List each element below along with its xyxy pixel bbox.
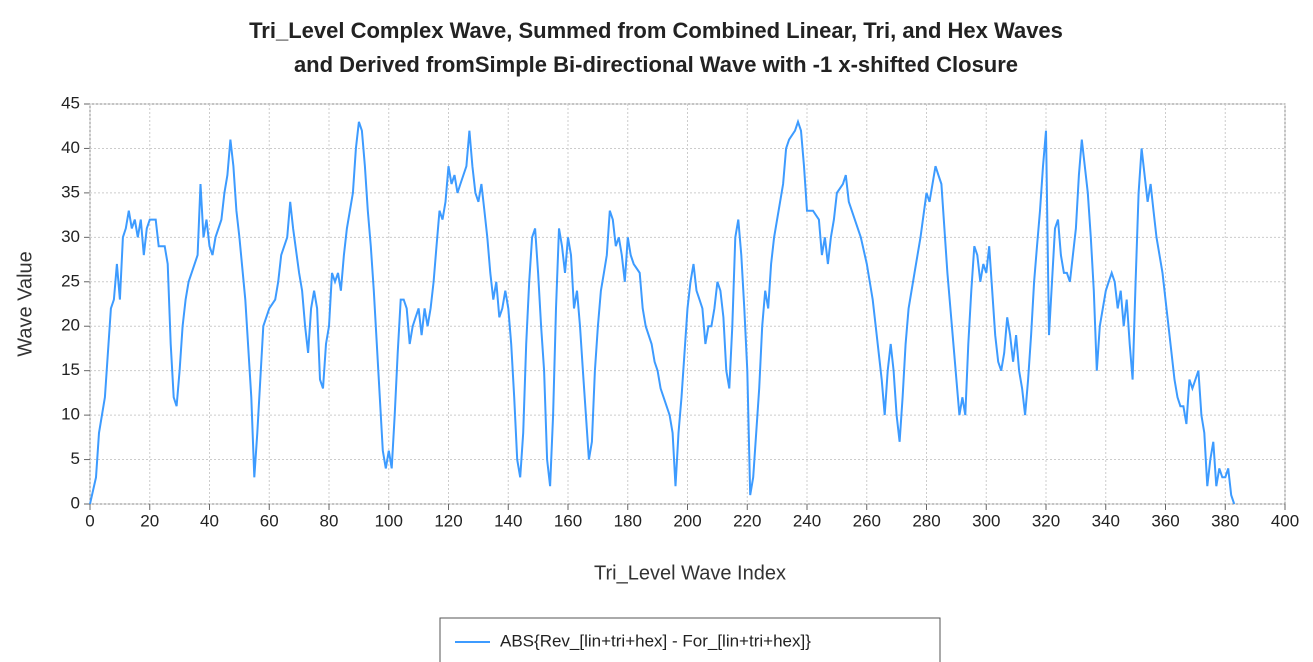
x-axis-label: Tri_Level Wave Index (594, 562, 786, 584)
x-tick-label: 180 (614, 511, 642, 530)
data-line (89, 118, 1236, 505)
x-tick-label: 80 (320, 511, 339, 530)
y-tick-label: 10 (61, 405, 80, 424)
x-tick-label: 200 (673, 511, 701, 530)
y-tick-label: 25 (61, 271, 80, 290)
y-tick-label: 35 (61, 182, 80, 201)
x-tick-label: 380 (1211, 511, 1239, 530)
x-tick-label: 280 (912, 511, 940, 530)
x-tick-label: 240 (793, 511, 821, 530)
y-tick-label: 5 (71, 449, 80, 468)
y-tick-label: 20 (61, 316, 80, 335)
y-tick-label: 30 (61, 227, 80, 246)
x-tick-label: 60 (260, 511, 279, 530)
x-tick-label: 20 (140, 511, 159, 530)
x-tick-label: 340 (1092, 511, 1120, 530)
x-tick-label: 120 (434, 511, 462, 530)
x-tick-label: 160 (554, 511, 582, 530)
y-tick-label: 45 (61, 93, 80, 112)
x-tick-label: 360 (1151, 511, 1179, 530)
x-tick-label: 220 (733, 511, 761, 530)
chart-title: and Derived fromSimple Bi-directional Wa… (294, 52, 1018, 77)
x-tick-label: 40 (200, 511, 219, 530)
x-tick-label: 0 (85, 511, 94, 530)
x-tick-label: 140 (494, 511, 522, 530)
legend-box (439, 617, 941, 662)
x-tick-label: 300 (972, 511, 1000, 530)
y-tick-label: 40 (61, 138, 80, 157)
x-tick-label: 320 (1032, 511, 1060, 530)
legend-label: ABS{Rev_[lin+tri+hex] - For_[lin+tri+hex… (500, 631, 811, 650)
y-axis-label: Wave Value (14, 251, 36, 357)
x-tick-label: 260 (853, 511, 881, 530)
x-tick-label: 400 (1271, 511, 1299, 530)
chart-title: Tri_Level Complex Wave, Summed from Comb… (249, 18, 1063, 43)
x-tick-label: 100 (375, 511, 403, 530)
y-tick-label: 0 (71, 493, 80, 512)
y-tick-label: 15 (61, 360, 80, 379)
